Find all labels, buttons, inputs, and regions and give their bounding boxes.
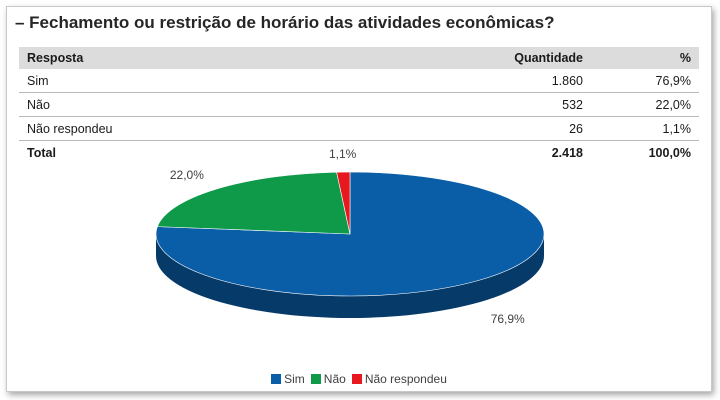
cell-percent: 76,9% [591,69,699,93]
cell-total-percent: 100,0% [648,145,691,160]
pie-chart: 76,9% 22,0% 1,1% [155,147,545,326]
header-resposta: Resposta [19,47,395,69]
cell-resposta: Não [19,92,395,117]
cell-percent: 1,1% [591,116,699,141]
legend-item-não: Não [310,372,346,386]
cell-quantidade: 532 [395,92,591,117]
results-table: Resposta Quantidade % Sim 1.860 76,9% Nã… [19,47,699,164]
chart-legend: Sim Não Não respondeu [7,372,711,387]
cell-resposta: Sim [19,69,395,93]
cell-total-label: Total [27,145,56,160]
legend-item-sim: Sim [271,372,305,386]
cell-quantidade: 26 [395,116,591,141]
cell-resposta: Não respondeu [19,116,395,141]
legend-item-não-respondeu: Não respondeu [351,372,447,386]
pie-slice-não-respondeu [336,171,351,235]
table-header-row: Resposta Quantidade % [19,47,699,69]
chart-panel: – Fechamento ou restrição de horário das… [6,6,712,392]
cell-quantidade: 1.860 [395,69,591,93]
legend-swatch [271,374,282,384]
pie-side-0 [156,234,544,318]
legend-label: Não respondeu [364,372,447,386]
table-row: Não 532 22,0% [19,92,699,117]
pie-slice-não [156,171,351,235]
data-label-1: 22,0% [170,168,204,182]
header-quantidade: Quantidade [395,47,591,69]
legend-swatch [310,374,321,384]
header-percent: % [591,47,699,69]
cell-percent: 22,0% [591,92,699,117]
table-row: Sim 1.860 76,9% [19,69,699,93]
table-row: Não respondeu 26 1,1% [19,116,699,141]
page-title: – Fechamento ou restrição de horário das… [15,13,555,32]
pie-slice-sim [155,171,545,297]
legend-swatch [351,374,362,384]
legend-label: Sim [284,372,305,386]
cell-total-quantidade: 2.418 [551,145,583,160]
pie-sides [156,234,544,318]
data-label-0: 76,9% [491,312,525,326]
table-total-row: Total 2.418 100,0% [19,141,699,165]
data-label-2: 1,1% [329,147,357,161]
legend-label: Não [323,372,346,386]
